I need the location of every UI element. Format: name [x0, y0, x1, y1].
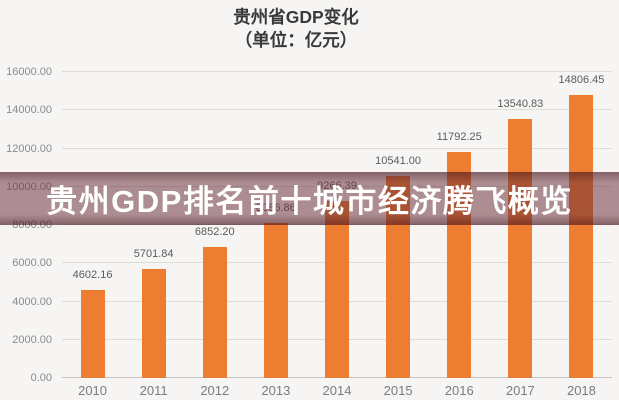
y-tick-label: 2000.00 — [12, 333, 52, 346]
y-axis-labels: 0.002000.004000.006000.008000.0010000.00… — [0, 66, 55, 384]
bar-value-label-2017: 13540.83 — [497, 98, 544, 111]
bar-2011 — [141, 268, 166, 378]
bar-column-2014: 9266.39 — [306, 72, 367, 378]
bar-column-2013: 8086.86 — [245, 72, 306, 378]
bar-column-2016: 11792.25 — [429, 72, 490, 378]
bar-column-2017: 13540.83 — [490, 72, 551, 378]
y-tick-label: 6000.00 — [12, 257, 52, 270]
bar-value-label-2011: 5701.84 — [133, 247, 174, 260]
bar-columns: 4602.16 5701.84 6852.20 8086.869266.39 10541… — [62, 72, 612, 378]
bar-column-2018: 14806.45 — [551, 72, 612, 378]
x-tick-label-2014: 2014 — [322, 383, 352, 398]
chart-title-line1: 贵州省GDP变化 — [233, 7, 359, 27]
plot-area: 4602.16 5701.84 6852.20 8086.869266.39 10541… — [62, 71, 612, 378]
bar-2010 — [80, 289, 105, 378]
y-tick-label: 4000.00 — [12, 295, 52, 308]
x-tick-label-2012: 2012 — [200, 383, 230, 398]
y-tick-label: 14000.00 — [6, 104, 52, 117]
x-tick-label-2013: 2013 — [261, 383, 291, 398]
y-tick-label: 0.00 — [30, 372, 52, 384]
headline-banner-text: 贵州GDP排名前十城市经济腾飞概览 — [46, 184, 573, 219]
bar-2012 — [202, 246, 227, 378]
chart-title: 贵州省GDP变化 （单位：亿元） — [0, 6, 592, 52]
x-tick-label-2015: 2015 — [383, 383, 413, 398]
chart-title-line2: （单位：亿元） — [234, 30, 358, 50]
bar-value-label-2015: 10541.00 — [375, 155, 422, 168]
x-tick-label-2011: 2011 — [139, 383, 168, 398]
x-tick-label-2017: 2017 — [505, 383, 535, 398]
gridline — [62, 109, 612, 111]
bar-2014 — [324, 200, 349, 378]
bar-value-label-2012: 6852.20 — [194, 225, 235, 238]
bar-value-label-2018: 14806.45 — [558, 73, 605, 86]
y-tick-label: 12000.00 — [6, 142, 52, 155]
bar-column-2011: 5701.84 — [123, 72, 184, 378]
x-tick-label-2016: 2016 — [444, 383, 474, 398]
bar-2013 — [263, 223, 288, 378]
bar-column-2012: 6852.20 — [184, 72, 245, 378]
bar-value-label-2016: 11792.25 — [436, 131, 482, 144]
bar-2018 — [569, 94, 594, 378]
bar-column-2010: 4602.16 — [62, 72, 123, 378]
bar-value-label-2010: 4602.16 — [72, 268, 113, 281]
y-tick-label: 16000.00 — [6, 66, 52, 78]
gridline — [62, 147, 612, 149]
x-axis-labels: 2010 2011 2012 2013 2014 2015 2016 2017 2018 — [62, 383, 612, 398]
x-tick-label-2018: 2018 — [566, 383, 596, 398]
bar-column-2015: 10541.00 — [368, 72, 429, 378]
gridline — [62, 71, 612, 72]
x-tick-label-2010: 2010 — [78, 383, 108, 398]
headline-banner: 贵州GDP排名前十城市经济腾飞概览 — [0, 172, 619, 225]
bar-2017 — [508, 119, 533, 378]
